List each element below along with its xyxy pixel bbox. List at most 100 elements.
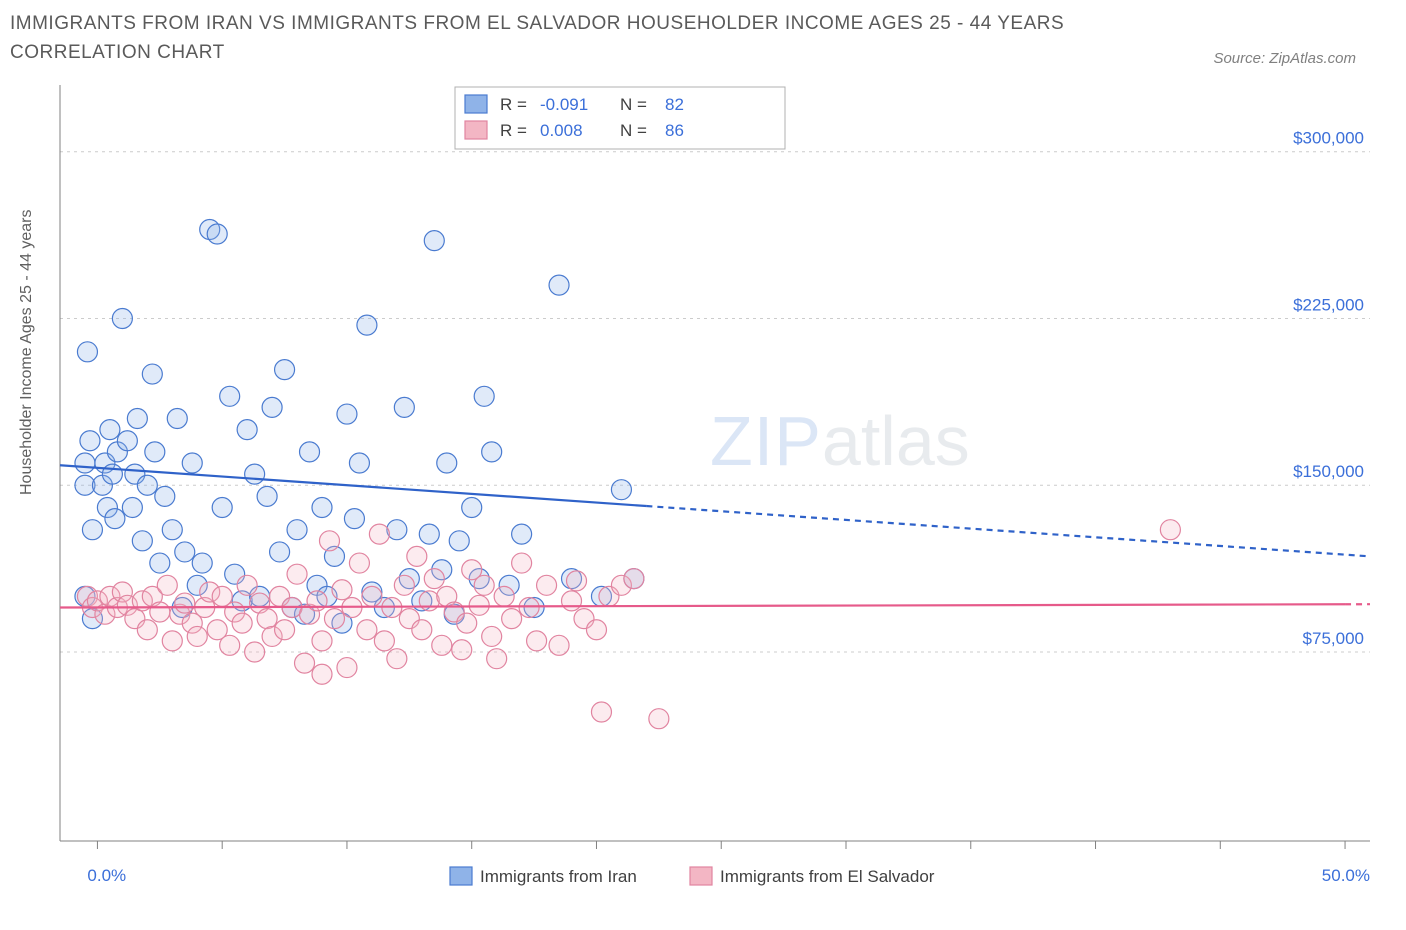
data-point: [150, 553, 170, 573]
data-point: [295, 653, 315, 673]
data-point: [407, 546, 427, 566]
data-point: [132, 531, 152, 551]
data-point: [220, 386, 240, 406]
data-point: [162, 631, 182, 651]
svg-text:$150,000: $150,000: [1293, 462, 1364, 481]
data-point: [394, 575, 414, 595]
data-point: [482, 442, 502, 462]
legend-r-value: -0.091: [540, 95, 588, 114]
data-point: [357, 620, 377, 640]
data-point: [212, 497, 232, 517]
data-point: [462, 497, 482, 517]
legend-series-label: Immigrants from Iran: [480, 867, 637, 886]
legend-r-label: R =: [500, 121, 527, 140]
data-point: [157, 575, 177, 595]
data-point: [100, 420, 120, 440]
data-point: [75, 453, 95, 473]
data-point: [77, 342, 97, 362]
data-point: [537, 575, 557, 595]
data-point: [452, 640, 472, 660]
data-point: [549, 635, 569, 655]
data-point: [469, 595, 489, 615]
data-point: [117, 431, 137, 451]
x-max-label: 50.0%: [1322, 866, 1370, 885]
data-point: [449, 531, 469, 551]
data-point: [502, 609, 522, 629]
data-point: [207, 224, 227, 244]
data-point: [312, 631, 332, 651]
data-point: [611, 480, 631, 500]
data-point: [142, 364, 162, 384]
data-point: [1160, 520, 1180, 540]
data-point: [487, 649, 507, 669]
legend-r-label: R =: [500, 95, 527, 114]
data-point: [419, 524, 439, 544]
watermark: ZIPatlas: [710, 402, 970, 480]
x-min-label: 0.0%: [87, 866, 126, 885]
legend-swatch: [465, 121, 487, 139]
data-point: [82, 520, 102, 540]
legend-n-label: N =: [620, 95, 647, 114]
data-point: [105, 509, 125, 529]
data-point: [387, 649, 407, 669]
legend-n-value: 86: [665, 121, 684, 140]
data-point: [175, 542, 195, 562]
data-point: [167, 409, 187, 429]
data-point: [337, 658, 357, 678]
legend-series-label: Immigrants from El Salvador: [720, 867, 935, 886]
data-point: [102, 464, 122, 484]
data-point: [257, 609, 277, 629]
data-point: [162, 520, 182, 540]
data-point: [362, 586, 382, 606]
data-point: [332, 580, 352, 600]
header-row: IMMIGRANTS FROM IRAN VS IMMIGRANTS FROM …: [10, 10, 1396, 67]
y-axis-label: Householder Income Ages 25 - 44 years: [18, 210, 36, 496]
source-label: Source: ZipAtlas.com: [1213, 50, 1396, 67]
data-point: [586, 620, 606, 640]
data-point: [357, 315, 377, 335]
data-point: [300, 442, 320, 462]
data-point: [437, 453, 457, 473]
data-point: [349, 553, 369, 573]
data-point: [512, 524, 532, 544]
data-point: [155, 486, 175, 506]
data-point: [262, 397, 282, 417]
data-point: [312, 497, 332, 517]
data-point: [237, 575, 257, 595]
data-point: [137, 475, 157, 495]
data-point: [220, 635, 240, 655]
data-point: [432, 635, 452, 655]
data-point: [482, 626, 502, 646]
data-point: [649, 709, 669, 729]
trend-line-dashed: [646, 506, 1370, 556]
svg-text:$300,000: $300,000: [1293, 129, 1364, 148]
data-point: [112, 308, 132, 328]
data-point: [237, 420, 257, 440]
data-point: [519, 598, 539, 618]
data-point: [182, 453, 202, 473]
data-point: [187, 626, 207, 646]
svg-text:$225,000: $225,000: [1293, 295, 1364, 314]
svg-text:$75,000: $75,000: [1303, 629, 1364, 648]
data-point: [424, 569, 444, 589]
data-point: [245, 464, 265, 484]
data-point: [80, 431, 100, 451]
data-point: [287, 520, 307, 540]
data-point: [457, 613, 477, 633]
data-point: [312, 664, 332, 684]
data-point: [527, 631, 547, 651]
data-point: [419, 591, 439, 611]
chart-area: Householder Income Ages 25 - 44 years $7…: [10, 75, 1396, 895]
data-point: [275, 360, 295, 380]
data-point: [270, 542, 290, 562]
legend-swatch: [450, 867, 472, 885]
data-point: [591, 702, 611, 722]
data-point: [494, 586, 514, 606]
data-point: [394, 397, 414, 417]
data-point: [344, 509, 364, 529]
data-point: [192, 553, 212, 573]
data-point: [349, 453, 369, 473]
data-point: [369, 524, 389, 544]
data-point: [474, 575, 494, 595]
data-point: [245, 642, 265, 662]
